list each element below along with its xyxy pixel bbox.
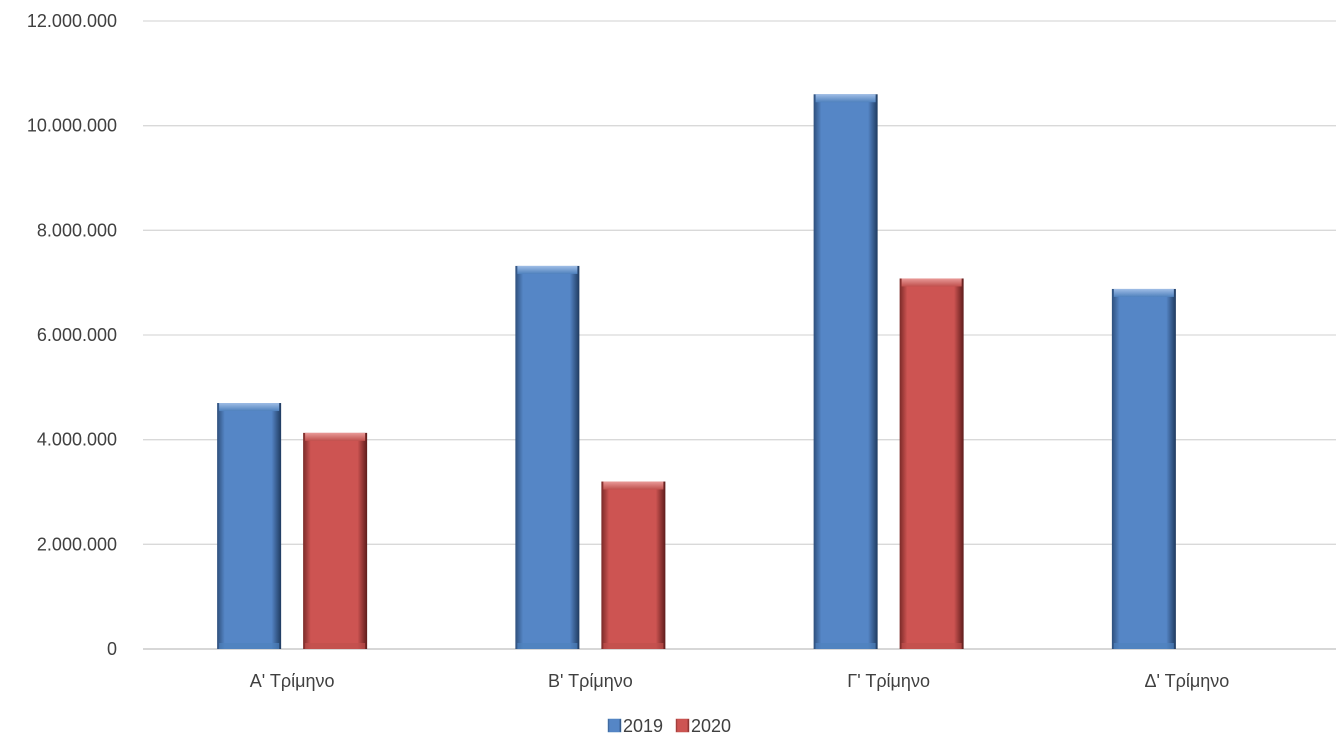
y-tick-label: 12.000.000 <box>27 11 117 31</box>
bar-body <box>1112 289 1176 649</box>
y-axis-tick-labels: 0 2.000.000 4.000.000 6.000.000 8.000.000 10.… <box>27 11 117 659</box>
bar-body <box>900 278 964 649</box>
legend-label: 2019 <box>623 716 663 736</box>
y-tick-label: 0 <box>107 639 117 659</box>
bar-2020-1 <box>303 433 367 649</box>
x-category-label: Α' Τρίμηνο <box>250 671 335 691</box>
legend-label: 2020 <box>691 716 731 736</box>
y-tick-label: 8.000.000 <box>37 220 117 240</box>
x-category-label: Β' Τρίμηνο <box>548 671 633 691</box>
legend: 2019 2020 <box>608 716 731 736</box>
bar-2019-1 <box>217 403 281 649</box>
bar-bevel-bottom <box>603 643 663 649</box>
bar-body <box>515 266 579 649</box>
y-tick-label: 6.000.000 <box>37 325 117 345</box>
y-tick-label: 4.000.000 <box>37 430 117 450</box>
bar-bevel-bottom <box>219 643 279 649</box>
legend-swatch <box>676 719 689 732</box>
bar-bevel-top <box>517 266 577 274</box>
bar-body <box>601 482 665 649</box>
bar-bevel-top <box>219 403 279 411</box>
bar-2020-3 <box>900 278 964 649</box>
y-tick-label: 2.000.000 <box>37 534 117 554</box>
bars <box>217 94 1176 649</box>
bar-bevel-bottom <box>305 643 365 649</box>
legend-swatch <box>608 719 621 732</box>
bar-2019-2 <box>515 266 579 649</box>
bar-2019-3 <box>814 94 878 649</box>
bar-bevel-bottom <box>517 643 577 649</box>
bar-bevel-bottom <box>1114 643 1174 649</box>
legend-item-2019: 2019 <box>608 716 663 736</box>
bar-2019-4 <box>1112 289 1176 649</box>
x-category-label: Γ' Τρίμηνο <box>847 671 930 691</box>
bar-body <box>303 433 367 649</box>
bar-bevel-top <box>305 433 365 441</box>
bar-2020-2 <box>601 482 665 649</box>
bar-body <box>217 403 281 649</box>
bar-bevel-top <box>603 482 663 490</box>
bar-bevel-top <box>816 94 876 102</box>
bar-bevel-top <box>1114 289 1174 297</box>
bar-body <box>814 94 878 649</box>
x-axis-category-labels: Α' Τρίμηνο Β' Τρίμηνο Γ' Τρίμηνο Δ' Τρίμηνο <box>250 671 1230 691</box>
y-tick-label: 10.000.000 <box>27 116 117 136</box>
bar-bevel-bottom <box>816 643 876 649</box>
legend-item-2020: 2020 <box>676 716 731 736</box>
bar-bevel-bottom <box>902 643 962 649</box>
bar-bevel-top <box>902 278 962 286</box>
x-category-label: Δ' Τρίμηνο <box>1144 671 1229 691</box>
